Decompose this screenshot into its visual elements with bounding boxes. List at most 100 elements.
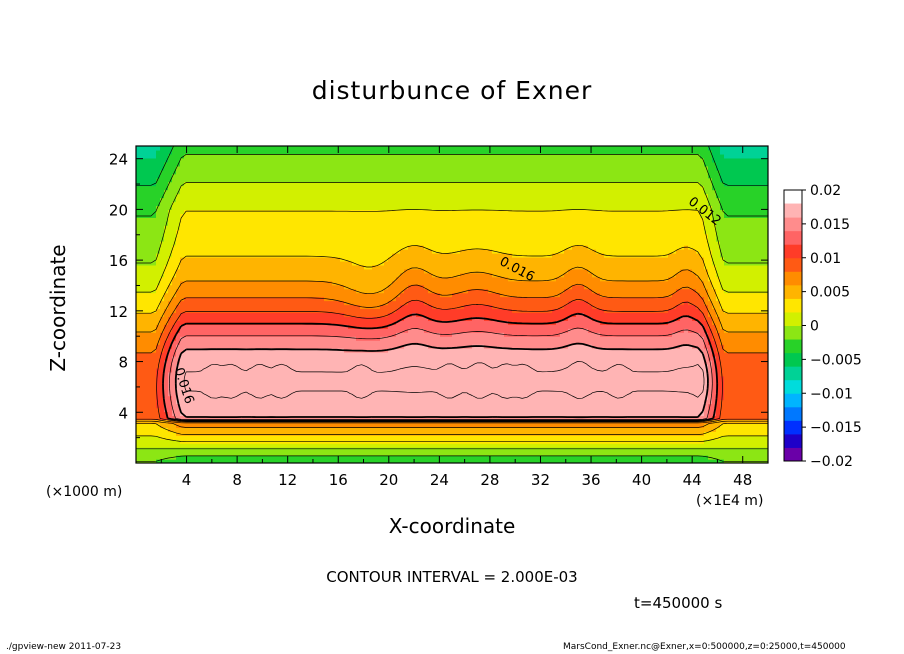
field-cell (312, 379, 317, 385)
field-cell (284, 245, 289, 250)
field-cell (184, 451, 189, 456)
field-cell (368, 296, 373, 302)
field-cell (140, 268, 145, 274)
field-cell (276, 249, 281, 254)
field-cell (268, 245, 273, 250)
field-cell (160, 213, 165, 218)
field-cell (312, 225, 317, 230)
field-cell (252, 205, 257, 210)
field-cell (196, 304, 201, 310)
field-cell (284, 423, 289, 428)
field-cell (160, 344, 165, 349)
field-cell (384, 407, 389, 413)
field-cell (364, 367, 369, 373)
field-cell (148, 427, 153, 432)
field-cell (244, 149, 249, 155)
field-cell (200, 379, 205, 385)
field-cell (224, 149, 229, 155)
field-cell (180, 296, 185, 302)
field-cell (220, 193, 225, 199)
field-cell (236, 165, 241, 171)
field-cell (148, 411, 153, 417)
field-cell (280, 427, 285, 432)
field-cell (136, 165, 141, 171)
field-cell (368, 161, 373, 167)
field-cell (156, 245, 161, 250)
field-cell (160, 447, 165, 452)
field-cell (184, 256, 189, 262)
field-cell (352, 340, 357, 345)
field-cell (340, 280, 345, 286)
field-cell (292, 328, 297, 333)
field-cell (272, 189, 277, 195)
field-cell (220, 280, 225, 286)
field-cell (368, 252, 373, 258)
field-cell (140, 264, 145, 270)
field-cell (232, 304, 237, 310)
field-cell (220, 272, 225, 278)
field-cell (272, 356, 277, 361)
field-cell (320, 157, 325, 163)
field-cell (240, 146, 245, 151)
field-cell (280, 383, 285, 389)
field-cell (192, 201, 197, 207)
field-cell (304, 185, 309, 191)
field-cell (232, 161, 237, 167)
field-cell (356, 423, 361, 428)
field-cell (276, 316, 281, 321)
field-cell (332, 185, 337, 191)
field-cell (292, 268, 297, 274)
field-cell (356, 407, 361, 413)
field-cell (324, 423, 329, 428)
field-cell (308, 359, 313, 365)
field-cell (252, 201, 257, 207)
field-cell (280, 233, 285, 238)
field-cell (164, 399, 169, 405)
field-cell (364, 359, 369, 365)
field-cell (144, 185, 149, 191)
field-cell (204, 260, 209, 266)
field-cell (232, 411, 237, 417)
field-cell (228, 316, 233, 321)
field-cell (208, 276, 213, 282)
field-cell (164, 348, 169, 353)
field-cell (248, 249, 253, 254)
field-cell (344, 336, 349, 341)
field-cell (276, 221, 281, 226)
field-cell (372, 359, 377, 365)
field-cell (192, 344, 197, 349)
field-cell (312, 411, 317, 417)
field-cell (176, 185, 181, 191)
field-cell (276, 431, 281, 436)
field-cell (172, 149, 177, 155)
field-cell (244, 260, 249, 266)
field-cell (204, 237, 209, 242)
field-cell (192, 256, 197, 262)
field-cell (304, 272, 309, 278)
field-cell (164, 419, 169, 424)
field-cell (356, 443, 361, 448)
field-cell (292, 356, 297, 361)
field-cell (356, 197, 361, 203)
field-cell (184, 229, 189, 234)
field-cell (260, 332, 265, 337)
field-cell (148, 419, 153, 424)
field-cell (300, 165, 305, 171)
field-cell (152, 403, 157, 409)
field-cell (228, 280, 233, 286)
field-cell (356, 391, 361, 397)
field-cell (352, 280, 357, 286)
field-cell (280, 149, 285, 155)
field-cell (384, 375, 389, 381)
field-cell (220, 443, 225, 448)
field-cell (296, 193, 301, 199)
field-cell (236, 455, 241, 460)
field-cell (316, 201, 321, 207)
field-cell (160, 268, 165, 274)
field-cell (236, 296, 241, 302)
field-cell (328, 241, 333, 246)
field-cell (184, 304, 189, 310)
field-cell (204, 161, 209, 167)
field-cell (352, 395, 357, 401)
field-cell (172, 304, 177, 310)
